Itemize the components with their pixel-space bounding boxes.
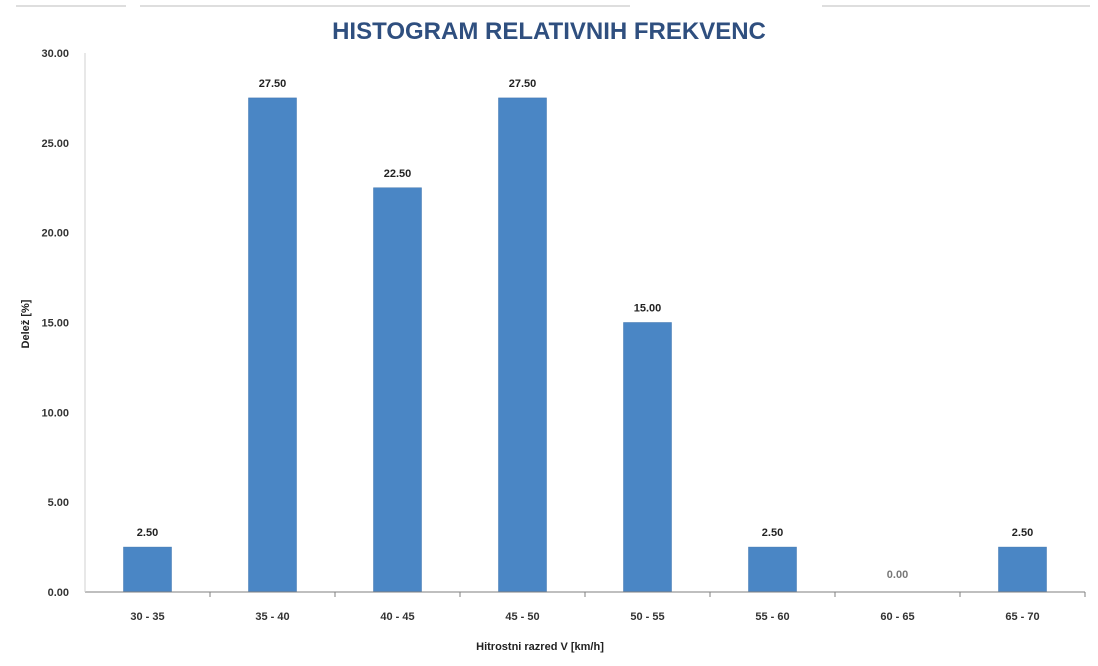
data-label: 2.50 [762, 527, 783, 539]
data-label: 0.00 [887, 569, 908, 581]
y-tick-label: 10.00 [41, 407, 69, 419]
data-label: 15.00 [634, 303, 662, 315]
y-axis-title: Delež [%] [20, 299, 32, 348]
data-label: 2.50 [1012, 527, 1033, 539]
x-tick-label: 30 - 35 [130, 611, 164, 623]
bar [123, 546, 172, 593]
bars-group [123, 97, 1047, 593]
data-label: 2.50 [137, 527, 158, 539]
data-label: 27.50 [509, 78, 537, 90]
y-tick-label: 25.00 [41, 138, 69, 150]
x-tick-label: 65 - 70 [1005, 611, 1039, 623]
data-label: 27.50 [259, 78, 287, 90]
y-tick-label: 15.00 [41, 318, 69, 330]
x-tick-label: 60 - 65 [880, 611, 914, 623]
bar [623, 322, 672, 593]
bar [248, 97, 297, 593]
x-axis-title: Hitrostni razred V [km/h] [476, 641, 604, 653]
x-tick-label: 35 - 40 [255, 611, 289, 623]
x-axis-ticks: 30 - 35 35 - 40 40 - 45 45 - 50 50 - 55 55 - … [130, 592, 1086, 623]
y-axis-ticks: 0.00 5.00 10.00 15.00 20.00 25.00 30.00 [41, 48, 69, 599]
x-tick-label: 40 - 45 [380, 611, 414, 623]
bar [373, 187, 422, 593]
bar [498, 97, 547, 593]
data-labels-group: 2.50 27.50 22.50 27.50 15.00 2.50 0.00 2.50 [137, 78, 1033, 581]
y-tick-label: 30.00 [41, 48, 69, 60]
bar [748, 546, 797, 593]
y-tick-label: 5.00 [48, 497, 69, 509]
x-tick-label: 55 - 60 [755, 611, 789, 623]
x-tick-label: 45 - 50 [505, 611, 539, 623]
y-tick-label: 20.00 [41, 228, 69, 240]
y-tick-label: 0.00 [48, 587, 69, 599]
data-label: 22.50 [384, 168, 412, 180]
x-tick-label: 50 - 55 [630, 611, 664, 623]
bar [998, 546, 1047, 593]
chart-title: HISTOGRAM RELATIVNIH FREKVENC [332, 18, 766, 45]
